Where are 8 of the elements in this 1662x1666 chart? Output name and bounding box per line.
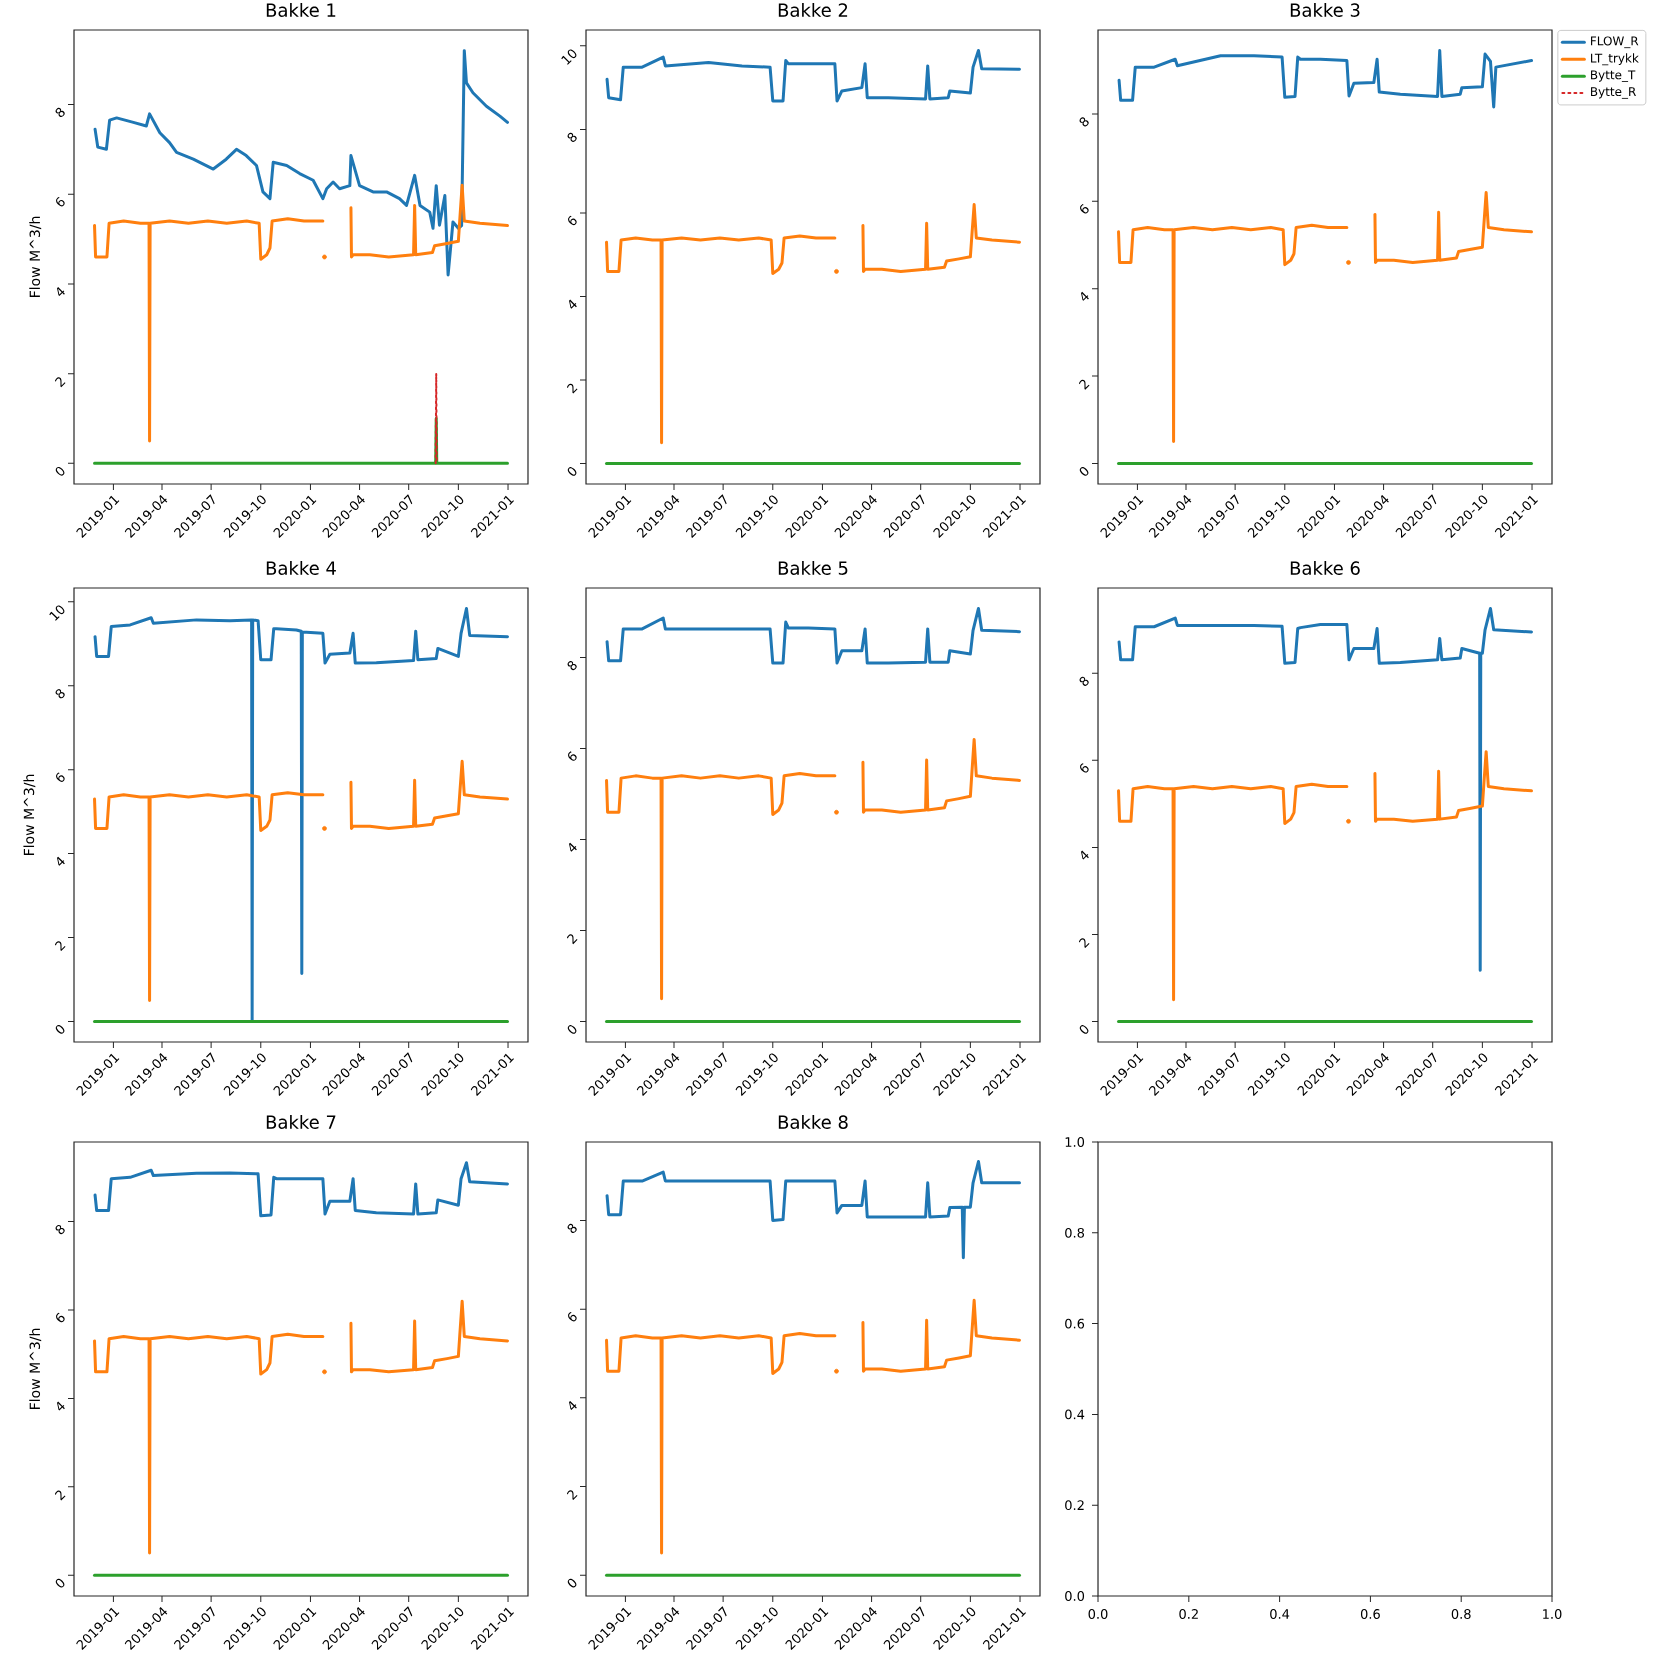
chart-title: Bakke 8 — [778, 1115, 848, 1129]
chart-title: Bakke 2 — [778, 2, 848, 17]
chart-title: Bakke 3 — [1290, 3, 1360, 17]
chart-title: Bakke 7 — [266, 1114, 336, 1129]
chart-title: Bakke 1 — [266, 3, 336, 17]
chart-title: Bakke 6 — [1290, 561, 1360, 575]
chart-title: Bakke 5 — [778, 560, 848, 575]
chart-title: Bakke 4 — [266, 560, 336, 575]
